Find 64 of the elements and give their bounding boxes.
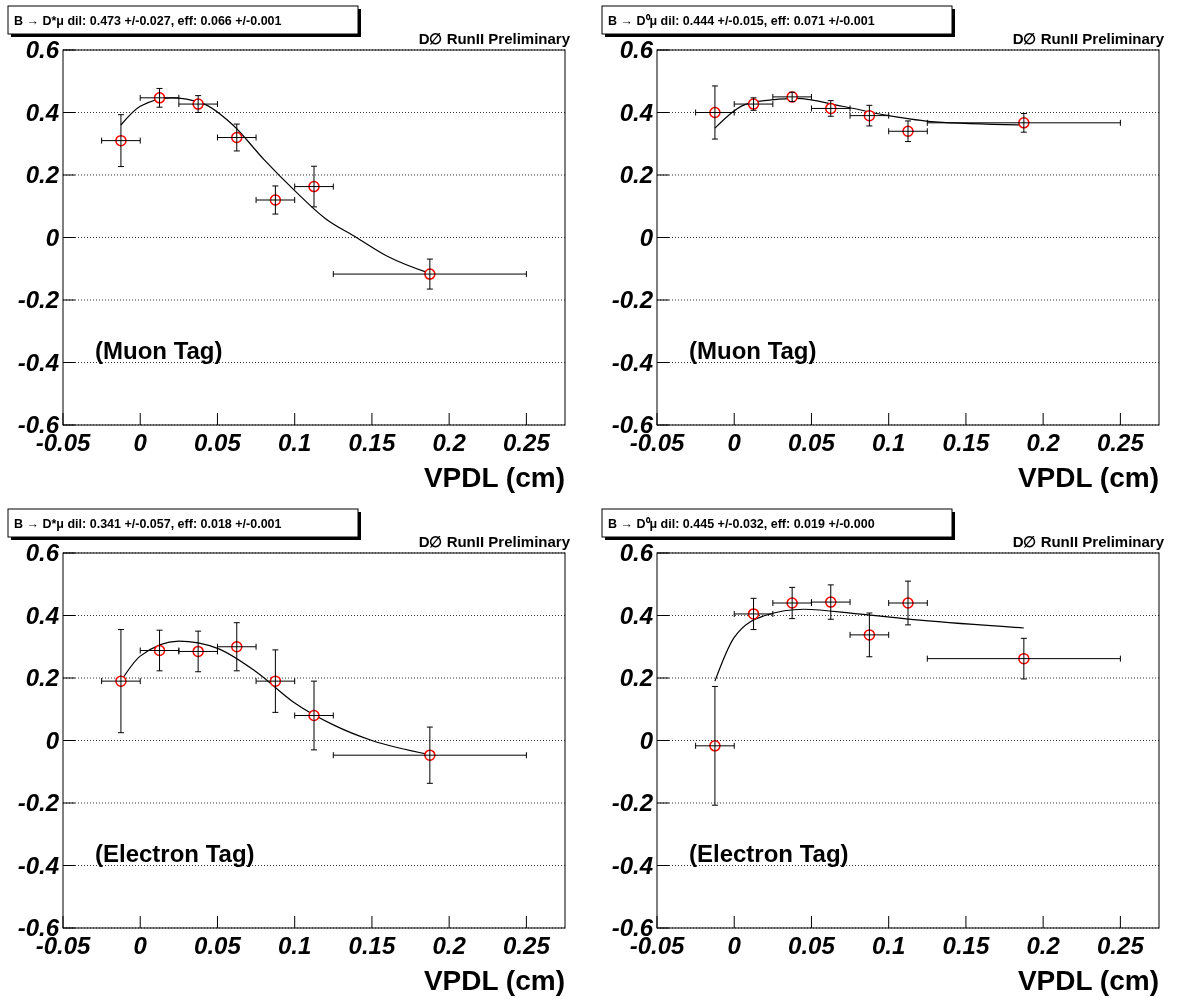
x-tick-label: 0.2	[432, 429, 467, 456]
y-tick-label: 0.6	[25, 36, 60, 64]
y-tick-label: 0.2	[25, 664, 60, 692]
x-tick-label: 0.15	[348, 932, 396, 959]
chart-title: B → D⁰μ dil: 0.445 +/-0.032, eff: 0.019 +/-0.000	[608, 517, 875, 531]
y-tick-label: 0.4	[619, 601, 653, 629]
x-tick-label: 0.05	[194, 932, 242, 959]
x-tick-label: 0.2	[1026, 429, 1061, 456]
y-tick-label: -0.4	[611, 851, 653, 879]
x-tick-label: 0.25	[503, 932, 551, 959]
y-tick-label: 0.6	[619, 36, 654, 64]
y-tick-label: 0.2	[25, 161, 60, 189]
x-tick-label: 0	[133, 932, 148, 959]
y-tick-label: 0.6	[25, 539, 60, 567]
y-tick-label: -0.4	[611, 348, 653, 376]
x-tick-label: 0.1	[872, 932, 906, 959]
x-tick-label: 0.15	[942, 932, 990, 959]
y-tick-label: 0.2	[619, 664, 654, 692]
y-tick-label: 0	[639, 726, 654, 754]
x-tick-label: 0.2	[432, 932, 467, 959]
chart-title: B → D⁰μ dil: 0.444 +/-0.015, eff: 0.071 +/-0.001	[608, 14, 875, 28]
x-tick-label: 0.25	[1097, 932, 1145, 959]
y-tick-label: 0	[639, 223, 654, 251]
x-tick-label: 0.2	[1026, 932, 1061, 959]
x-axis-title: VPDL (cm)	[1017, 965, 1159, 996]
annotation: (Electron Tag)	[95, 840, 255, 867]
text: D∅ RunII Preliminary	[418, 30, 571, 47]
x-tick-label: 0	[727, 932, 742, 959]
chart-title: B → D*μ dil: 0.341 +/-0.057, eff: 0.018 +/-0.001	[14, 517, 282, 531]
y-tick-label: -0.4	[17, 851, 59, 879]
x-tick-label: 0.1	[872, 429, 906, 456]
chart-title: B → D*μ dil: 0.473 +/-0.027, eff: 0.066 +/-0.001	[14, 14, 282, 28]
y-tick-label: 0.4	[25, 98, 59, 126]
x-tick-label: 0	[727, 429, 742, 456]
y-tick-label: 0	[45, 223, 60, 251]
y-tick-label: -0.2	[611, 286, 654, 314]
x-axis-title: VPDL (cm)	[423, 965, 565, 996]
text: D∅ RunII Preliminary	[1012, 30, 1165, 47]
y-tick-label: 0.4	[619, 98, 653, 126]
x-tick-label: 0.05	[788, 932, 836, 959]
annotation: (Muon Tag)	[689, 337, 817, 364]
x-tick-label: 0.15	[348, 429, 396, 456]
x-tick-label: 0.1	[278, 429, 312, 456]
y-tick-label: -0.4	[17, 348, 59, 376]
x-tick-label: 0.05	[194, 429, 242, 456]
x-tick-label: 0	[133, 429, 148, 456]
y-tick-label: 0.6	[619, 539, 654, 567]
x-tick-label: 0.1	[278, 932, 312, 959]
y-tick-label: -0.2	[17, 286, 60, 314]
text: D∅ RunII Preliminary	[418, 533, 571, 550]
annotation: (Electron Tag)	[689, 840, 849, 867]
x-tick-label: 0.15	[942, 429, 990, 456]
y-tick-label: 0	[45, 726, 60, 754]
text: D∅ RunII Preliminary	[1012, 533, 1165, 550]
x-tick-label: 0.25	[503, 429, 551, 456]
x-tick-label: 0.05	[788, 429, 836, 456]
y-tick-label: 0.2	[619, 161, 654, 189]
y-tick-label: 0.4	[25, 601, 59, 629]
x-axis-title: VPDL (cm)	[1017, 462, 1159, 493]
annotation: (Muon Tag)	[95, 337, 223, 364]
y-tick-label: -0.2	[611, 789, 654, 817]
x-tick-label: 0.25	[1097, 429, 1145, 456]
x-axis-title: VPDL (cm)	[423, 462, 565, 493]
y-tick-label: -0.2	[17, 789, 60, 817]
